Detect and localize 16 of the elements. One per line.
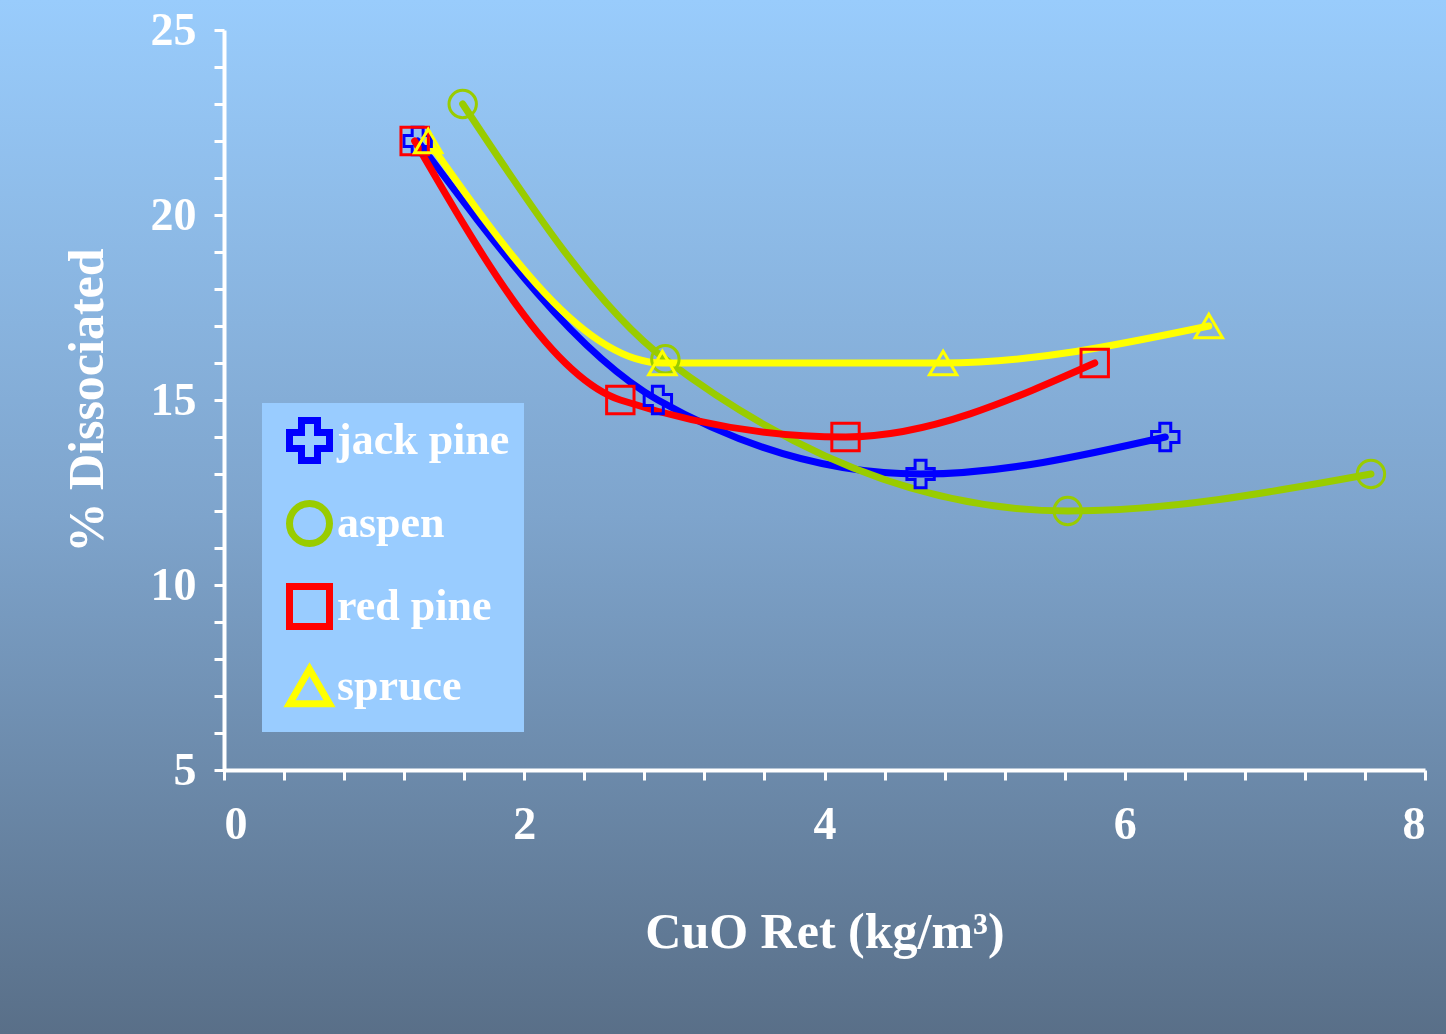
x-tick-label: 2 [513, 797, 537, 849]
y-tick-label: 5 [173, 743, 197, 795]
x-tick-label: 8 [1402, 797, 1426, 849]
legend-label: red pine [337, 580, 492, 630]
x-tick-label: 6 [1113, 797, 1137, 849]
legend-label: jack pine [336, 414, 510, 464]
legend-label: aspen [337, 497, 445, 547]
y-tick-label: 15 [150, 373, 197, 425]
x-axis-title: CuO Ret (kg/m³) [645, 902, 1005, 959]
legend-label: spruce [337, 660, 462, 710]
y-tick-label: 20 [150, 188, 197, 240]
x-tick-label: 4 [813, 797, 837, 849]
y-tick-label: 25 [150, 3, 197, 55]
y-axis-title: % Dissociated [57, 248, 114, 553]
y-tick-label: 10 [150, 558, 197, 610]
x-tick-label: 0 [224, 797, 248, 849]
